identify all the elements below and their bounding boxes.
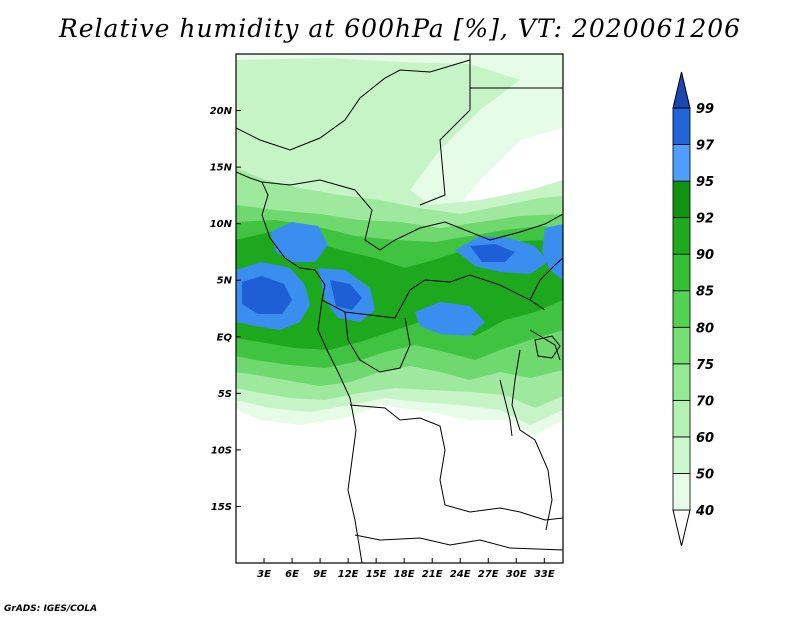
colorbar-level-label: 97 (696, 139, 715, 154)
lon-tick-label: 24E (450, 569, 471, 580)
lat-tick-label: 10S (211, 445, 232, 456)
lon-tick-label: 30E (506, 569, 527, 580)
colorbar-level-label: 85 (696, 285, 714, 300)
colorbar-level-label: 70 (696, 394, 714, 409)
colorbar-level-label: 92 (696, 212, 714, 227)
country-borders (236, 54, 563, 563)
lat-tick-label: 5S (218, 389, 232, 400)
credit-label: GrADS: IGES/COLA (4, 604, 98, 614)
lon-tick-label: 6E (285, 569, 299, 580)
colorbar-level-label: 90 (696, 248, 714, 263)
colorbar-segment (672, 326, 691, 365)
colorbar-level-label: 50 (696, 467, 714, 482)
colorbar-segment (672, 253, 691, 292)
humidity-region-95-far-east (542, 224, 563, 280)
border-south (354, 534, 563, 551)
humidity-region-97-west (242, 276, 292, 314)
lon-tick-label: 33E (534, 569, 555, 580)
colorbar-level-label: 80 (696, 321, 714, 336)
map-frame (235, 53, 564, 564)
lake-victoria (534, 335, 561, 359)
colorbar-level-label: 40 (695, 504, 714, 519)
colorbar-level-label: 99 (696, 102, 714, 117)
colorbar-segment (672, 144, 691, 182)
border-central (261, 179, 563, 251)
lon-tick-label: 21E (422, 569, 443, 580)
colorbar-segment (672, 473, 691, 511)
border-sahel (236, 54, 471, 206)
lat-tick-label: EQ (217, 332, 233, 343)
border-angola (349, 404, 563, 521)
colorbar-segment (672, 180, 691, 219)
colorbar-level-label: 60 (696, 431, 714, 446)
colorbar-level-label: 75 (696, 358, 714, 373)
colorbar-upper-triangle (672, 71, 691, 109)
longitude-axis: 3E 6E 9E 12E 15E 18E 21E 24E 27E 30E 33E (257, 558, 555, 580)
humidity-region-95-east2 (415, 302, 485, 336)
lon-tick-label: 15E (366, 569, 387, 580)
lat-tick-label: 15N (210, 163, 233, 174)
colorbar-segment (672, 290, 691, 328)
latitude-axis: 20N 15N 10N 5N EQ 5S 10S 15S (210, 106, 241, 513)
lat-tick-label: 20N (210, 106, 233, 117)
lon-tick-label: 3E (257, 569, 271, 580)
map-panel: 20N 15N 10N 5N EQ 5S 10S 15S 3E 6E 9E 12E 15E 18E 21E… (210, 53, 564, 580)
lake-tanganyika (499, 379, 513, 437)
colorbar-segment (672, 363, 691, 401)
colorbar: 40 50 60 70 75 80 85 90 92 95 97 99 (672, 71, 715, 547)
lat-tick-label: 10N (210, 219, 233, 230)
eastern-border (470, 87, 563, 301)
colorbar-segment (672, 436, 691, 474)
humidity-region-97-east (470, 244, 515, 262)
great-lakes-east (511, 329, 561, 531)
colorbar-segment (672, 107, 691, 145)
lon-tick-label: 27E (478, 569, 499, 580)
humidity-field (236, 54, 563, 435)
lat-tick-label: 5N (217, 276, 233, 287)
page-title: Relative humidity at 600hPa [%], VT: 202… (58, 14, 742, 43)
humidity-region-95-north (270, 222, 328, 262)
lon-tick-label: 9E (313, 569, 327, 580)
border-congo (321, 274, 546, 373)
colorbar-level-label: 95 (696, 175, 714, 190)
colorbar-segment (672, 399, 691, 438)
coastline (236, 171, 363, 563)
lat-tick-label: 15S (211, 502, 232, 513)
colorbar-segment (672, 217, 691, 255)
lon-tick-label: 12E (338, 569, 359, 580)
lon-tick-label: 18E (394, 569, 415, 580)
humidity-region-97-central (330, 280, 362, 310)
colorbar-lower-triangle (672, 509, 691, 547)
